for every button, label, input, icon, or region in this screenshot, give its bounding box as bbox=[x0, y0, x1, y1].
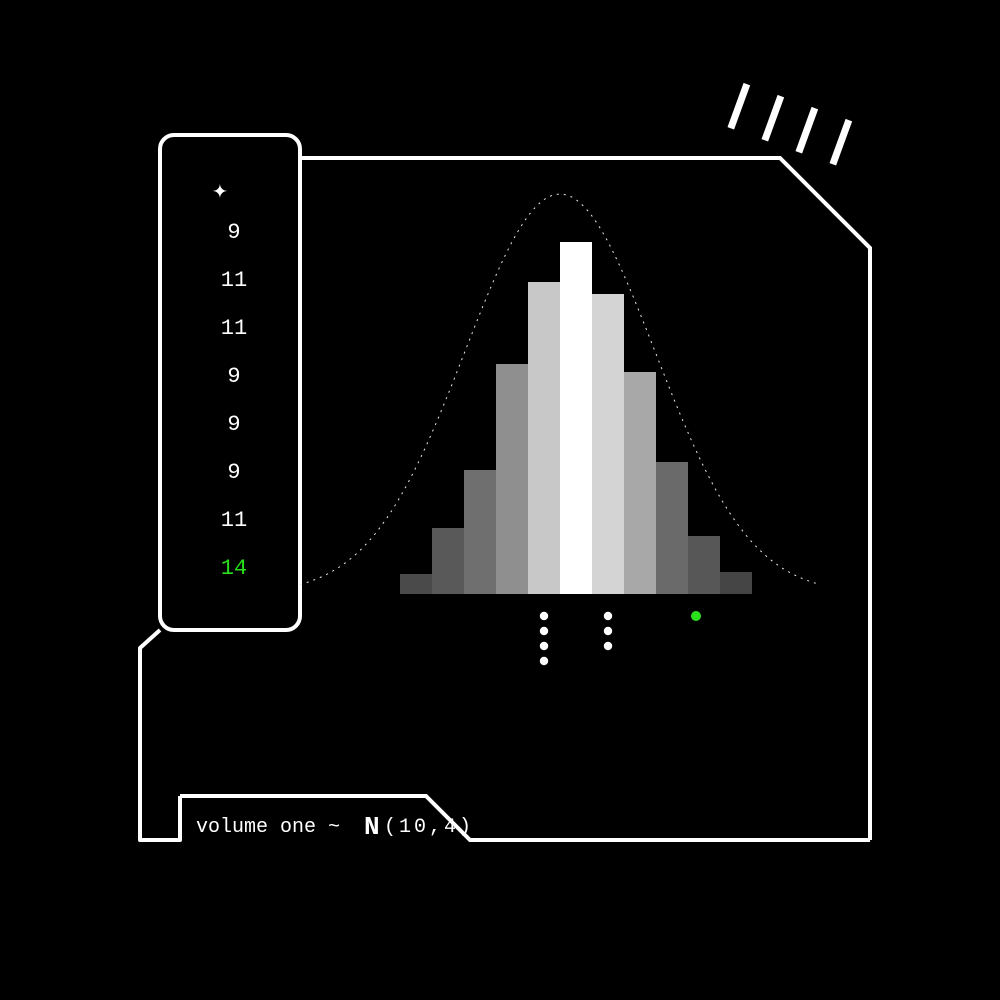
accent-dot bbox=[691, 611, 701, 621]
dot bbox=[604, 642, 612, 650]
sidebar-value: 14 bbox=[221, 556, 247, 581]
histogram-bar bbox=[688, 536, 720, 594]
dot bbox=[540, 642, 548, 650]
sidebar-value: 9 bbox=[227, 460, 240, 485]
histogram-bar bbox=[656, 462, 688, 594]
sidebar-value: 9 bbox=[227, 220, 240, 245]
star-icon: ✦ bbox=[212, 176, 228, 206]
sidebar-value: 11 bbox=[221, 508, 247, 533]
dot bbox=[604, 612, 612, 620]
histogram-bar bbox=[496, 364, 528, 594]
dot bbox=[540, 657, 548, 665]
caption: volume one ~ N(10,4) bbox=[196, 812, 474, 842]
dot bbox=[540, 612, 548, 620]
dot bbox=[604, 627, 612, 635]
caption-formula-N: N bbox=[364, 812, 380, 842]
sidebar-value: 9 bbox=[227, 412, 240, 437]
caption-prefix: volume one ~ bbox=[196, 816, 340, 839]
histogram-bar bbox=[592, 294, 624, 594]
histogram-bar bbox=[432, 528, 464, 594]
sidebar-value: 11 bbox=[221, 268, 247, 293]
caption-formula-tail: (10,4) bbox=[384, 816, 474, 839]
histogram-bar bbox=[528, 282, 560, 594]
sidebar-value: 9 bbox=[227, 364, 240, 389]
histogram-bar bbox=[720, 572, 752, 594]
dot bbox=[540, 627, 548, 635]
histogram-bar bbox=[624, 372, 656, 594]
histogram-bar bbox=[400, 574, 432, 594]
histogram-bar bbox=[464, 470, 496, 594]
sidebar-value: 11 bbox=[221, 316, 247, 341]
histogram-bar bbox=[560, 242, 592, 594]
